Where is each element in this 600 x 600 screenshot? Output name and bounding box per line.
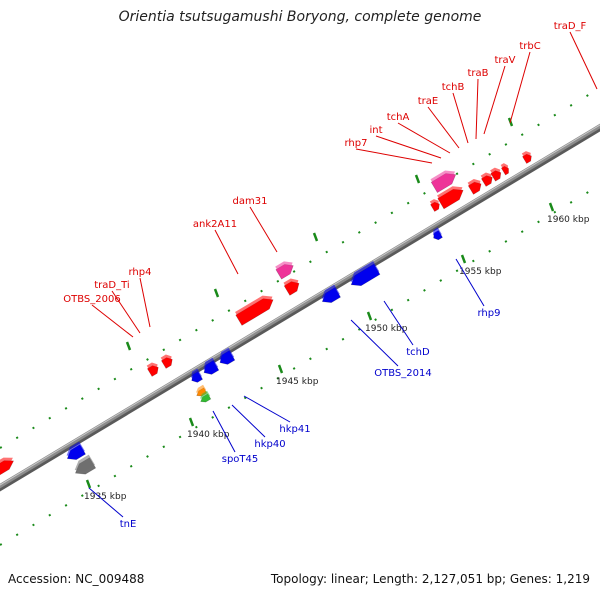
- forward-label-leader: [355, 148, 433, 164]
- gene-forward: [283, 278, 300, 296]
- position-tick-label: 1950 kbp: [365, 324, 408, 334]
- gene-reverse: [203, 357, 220, 375]
- forward-label-leader: [249, 206, 278, 253]
- forward-tick-track: [0, 87, 600, 449]
- gene-label-int: int: [369, 125, 382, 136]
- gene-forward: [521, 151, 532, 164]
- gene-forward: [275, 261, 294, 280]
- reverse-label-leader: [455, 258, 485, 307]
- position-tick-label: 1960 kbp: [547, 215, 590, 225]
- forward-label-leader: [569, 31, 598, 90]
- major-tick: [366, 311, 373, 321]
- tick-layer: 1935 kbp 1940 kbp 1945 kbp 1950 kbp 1955 kbp…: [0, 87, 600, 546]
- genome-summary-text: Topology: linear; Length: 2,127,051 bp; …: [270, 572, 590, 586]
- gene-forward: [429, 199, 440, 212]
- reverse-label-leader: [88, 487, 124, 518]
- gene-reverse: [191, 368, 204, 383]
- forward-label-leader: [509, 51, 531, 124]
- gene-forward: [437, 186, 464, 210]
- major-tick: [548, 202, 555, 212]
- map-title: Orientia tsutsugamushi Boryong, complete…: [118, 9, 482, 25]
- gene-label-traE: traE: [418, 96, 438, 107]
- gene-label-OTBS_2014: OTBS_2014: [374, 368, 431, 379]
- gene-reverse: [321, 284, 341, 303]
- gene-label-hkp41: hkp41: [279, 424, 310, 435]
- gene-forward: [160, 354, 173, 369]
- gene-label-tchA: tchA: [387, 112, 410, 123]
- gene-label-tchD: tchD: [406, 347, 430, 358]
- forward-label-leader: [475, 78, 479, 140]
- forward-label-leader: [139, 277, 151, 328]
- forward-label-leader: [397, 122, 451, 154]
- gene-label-OTBS_2006: OTBS_2006: [63, 294, 120, 305]
- forward-label-leader: [214, 229, 239, 275]
- gene-forward: [0, 457, 15, 476]
- gene-layer: [0, 151, 532, 476]
- gene-label-rhp7: rhp7: [345, 138, 368, 149]
- position-tick-label: 1945 kbp: [276, 377, 319, 387]
- gene-reverse: [66, 441, 86, 460]
- position-tick-label: 1955 kbp: [459, 267, 502, 277]
- gene-forward: [430, 170, 457, 193]
- forward-label-leader: [111, 290, 141, 334]
- gene-forward: [146, 362, 159, 377]
- accession-text: Accession: NC_009488: [8, 572, 145, 586]
- major-tick: [460, 254, 467, 264]
- gene-reverse: [74, 454, 97, 475]
- forward-label-leader: [452, 92, 469, 144]
- backbone-highlight: [0, 124, 600, 486]
- gene-label-rhp4: rhp4: [129, 267, 152, 278]
- major-tick: [188, 417, 195, 427]
- gene-label-traB: traB: [467, 68, 488, 79]
- major-tick: [213, 288, 220, 298]
- gene-label-ank2A11: ank2A11: [193, 219, 237, 230]
- gene-reverse: [432, 227, 443, 241]
- gene-label-trbC: trbC: [519, 41, 540, 52]
- backbone-layer: [0, 123, 600, 492]
- backbone-line: [0, 123, 600, 489]
- gene-label-dam31: dam31: [233, 196, 268, 207]
- position-tick-label: 1940 kbp: [187, 430, 230, 440]
- major-tick: [414, 174, 421, 184]
- major-tick: [125, 341, 132, 351]
- gene-label-tchB: tchB: [442, 82, 465, 93]
- gene-reverse: [219, 347, 236, 365]
- reverse-label-leader: [231, 404, 266, 438]
- forward-label-leader: [91, 304, 134, 338]
- gene-label-traV: traV: [494, 55, 515, 66]
- reverse-label-leader: [243, 395, 291, 423]
- gene-label-traD_Ti: traD_Ti: [94, 280, 129, 291]
- reverse-label-leader: [350, 319, 399, 367]
- gene-label-rhp9: rhp9: [478, 308, 501, 319]
- forward-label-leader: [483, 65, 506, 135]
- gene-forward: [500, 163, 509, 176]
- gene-forward: [235, 295, 274, 326]
- gene-reverse: [350, 261, 381, 287]
- reverse-label-leader: [383, 300, 414, 346]
- forward-label-leader: [375, 135, 442, 159]
- forward-label-leader: [427, 106, 460, 149]
- gene-forward: [480, 172, 493, 187]
- gene-forward: [467, 179, 482, 195]
- gene-forward: [490, 167, 502, 182]
- reverse-tick-track: [0, 184, 600, 546]
- major-tick: [277, 364, 284, 374]
- major-tick: [85, 479, 92, 489]
- gene-label-tnE: tnE: [120, 519, 137, 530]
- gene-label-hkp40: hkp40: [254, 439, 285, 450]
- label-layer: OTBS_2006traD_Tirhp4ank2A11dam31rhp7intt…: [63, 21, 598, 530]
- reverse-label-leader: [212, 410, 236, 453]
- gene-reverse: [200, 390, 212, 403]
- gene-label-spoT45: spoT45: [222, 454, 259, 465]
- position-tick-label: 1935 kbp: [84, 492, 127, 502]
- gene-label-traD_F: traD_F: [554, 21, 587, 32]
- major-tick: [312, 232, 319, 242]
